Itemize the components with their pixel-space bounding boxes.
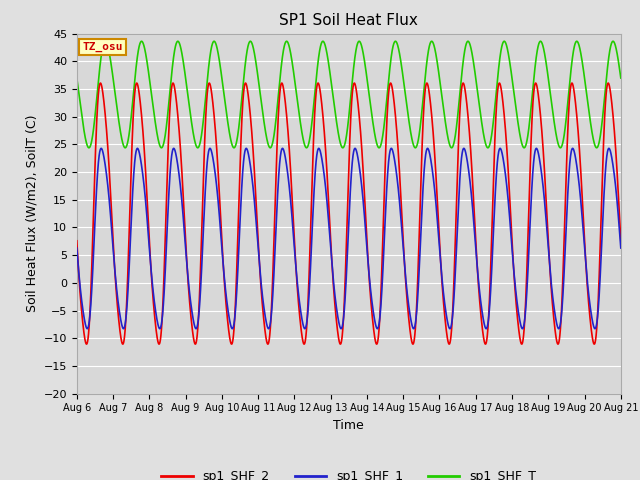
sp1_SHF_2 (73, 238, 81, 244)
sp1_SHF_2 (617, 238, 625, 244)
sp1_SHF_T (518, 140, 525, 145)
Text: TZ_osu: TZ_osu (82, 42, 123, 52)
sp1_SHF_2 (510, 271, 518, 277)
sp1_SHF_1 (101, 162, 109, 168)
sp1_SHF_2 (420, 100, 428, 106)
X-axis label: Time: Time (333, 419, 364, 432)
sp1_SHF_2 (482, 341, 490, 347)
Legend: sp1_SHF_2, sp1_SHF_1, sp1_SHF_T: sp1_SHF_2, sp1_SHF_1, sp1_SHF_T (156, 465, 541, 480)
sp1_SHF_2 (495, 80, 503, 86)
sp1_SHF_T (420, 85, 428, 91)
Y-axis label: Soil Heat Flux (W/m2), SoilT (C): Soil Heat Flux (W/m2), SoilT (C) (25, 115, 38, 312)
sp1_SHF_1 (617, 245, 625, 251)
sp1_SHF_1 (482, 325, 490, 331)
Title: SP1 Soil Heat Flux: SP1 Soil Heat Flux (280, 13, 418, 28)
sp1_SHF_1 (518, 324, 525, 330)
sp1_SHF_T (510, 90, 518, 96)
sp1_SHF_T (73, 75, 81, 81)
sp1_SHF_T (482, 141, 490, 147)
sp1_SHF_1 (73, 245, 81, 251)
Line: sp1_SHF_2: sp1_SHF_2 (77, 83, 621, 344)
sp1_SHF_2 (83, 341, 90, 347)
sp1_SHF_1 (518, 326, 526, 332)
sp1_SHF_1 (420, 168, 428, 174)
sp1_SHF_1 (387, 145, 395, 151)
sp1_SHF_2 (497, 83, 504, 88)
sp1_SHF_T (101, 38, 109, 44)
sp1_SHF_2 (518, 341, 525, 347)
sp1_SHF_T (617, 75, 625, 81)
Line: sp1_SHF_T: sp1_SHF_T (77, 41, 621, 148)
sp1_SHF_1 (497, 145, 504, 151)
sp1_SHF_1 (510, 269, 518, 275)
sp1_SHF_T (339, 145, 347, 151)
sp1_SHF_T (246, 38, 254, 44)
sp1_SHF_T (497, 51, 504, 57)
Line: sp1_SHF_1: sp1_SHF_1 (77, 148, 621, 329)
sp1_SHF_2 (101, 112, 109, 118)
